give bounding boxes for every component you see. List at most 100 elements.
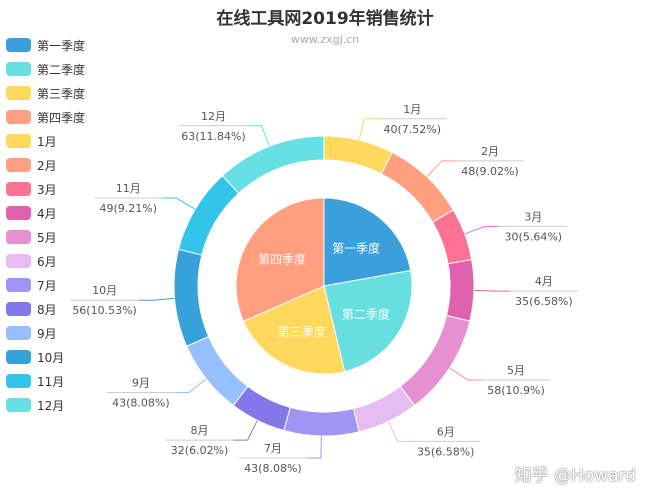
inner-slice-label: 第一季度 bbox=[332, 241, 380, 256]
legend-label: 12月 bbox=[37, 398, 65, 413]
legend-label: 第二季度 bbox=[37, 62, 86, 77]
inner-slice[interactable] bbox=[323, 269, 413, 373]
legend-swatch bbox=[6, 110, 31, 124]
label-leader-line bbox=[387, 421, 412, 442]
watermark: 知乎 @Howard bbox=[514, 466, 636, 486]
legend-swatch bbox=[6, 134, 31, 148]
legend-label: 2月 bbox=[37, 158, 57, 173]
legend-item[interactable]: 9月 bbox=[6, 321, 85, 345]
legend-label: 第一季度 bbox=[37, 38, 86, 53]
label-leader-line bbox=[306, 435, 322, 459]
legend-item[interactable]: 第四季度 bbox=[6, 105, 85, 129]
inner-slice-label: 第三季度 bbox=[278, 324, 326, 339]
legend-item[interactable]: 第一季度 bbox=[6, 33, 85, 57]
legend-swatch bbox=[6, 206, 31, 220]
legend-swatch bbox=[6, 38, 31, 52]
month-label: 9月 bbox=[132, 376, 150, 389]
legend-swatch bbox=[6, 62, 31, 76]
legend-item[interactable]: 8月 bbox=[6, 297, 85, 321]
outer-slice[interactable] bbox=[445, 258, 475, 322]
outer-slice[interactable] bbox=[380, 151, 454, 223]
value-label: 32(6.02%) bbox=[171, 444, 229, 457]
legend-swatch bbox=[6, 326, 31, 340]
month-label: 10月 bbox=[92, 284, 117, 297]
label-leader-line bbox=[426, 160, 456, 178]
outer-slice[interactable] bbox=[352, 385, 416, 433]
legend: 第一季度第二季度第三季度第四季度 1月 2月 3月 4月 5月 6月 7月 8月 9月 10月 11月… bbox=[6, 33, 85, 417]
month-label: 4月 bbox=[535, 275, 553, 288]
month-label: 8月 bbox=[191, 424, 209, 437]
legend-label: 7月 bbox=[37, 278, 57, 293]
value-label: 35(6.58%) bbox=[417, 445, 475, 458]
outer-slice[interactable] bbox=[173, 248, 210, 347]
legend-item[interactable]: 3月 bbox=[6, 177, 85, 201]
legend-label: 11月 bbox=[37, 374, 65, 389]
inner-slice-label: 第四季度 bbox=[258, 252, 306, 267]
value-label: 43(8.08%) bbox=[112, 396, 170, 409]
label-leader-line bbox=[233, 420, 258, 441]
legend-swatch bbox=[6, 230, 31, 244]
label-leader-line bbox=[449, 367, 482, 381]
legend-swatch bbox=[6, 302, 31, 316]
legend-label: 5月 bbox=[37, 230, 57, 245]
value-label: 40(7.52%) bbox=[383, 123, 441, 136]
value-label: 48(9.02%) bbox=[461, 165, 519, 178]
month-label: 6月 bbox=[437, 425, 455, 438]
outer-slice[interactable] bbox=[221, 135, 325, 195]
legend-item[interactable]: 11月 bbox=[6, 369, 85, 393]
outer-slice[interactable] bbox=[177, 174, 240, 256]
legend-label: 9月 bbox=[37, 326, 57, 341]
label-leader-line bbox=[473, 289, 510, 292]
legend-label: 3月 bbox=[37, 182, 57, 197]
legend-item[interactable]: 5月 bbox=[6, 225, 85, 249]
legend-swatch bbox=[6, 158, 31, 172]
legend-item[interactable]: 10月 bbox=[6, 345, 85, 369]
legend-label: 8月 bbox=[37, 302, 57, 317]
value-label: 43(8.08%) bbox=[244, 462, 302, 475]
legend-item[interactable]: 第二季度 bbox=[6, 57, 85, 81]
legend-swatch bbox=[6, 86, 31, 100]
month-label: 2月 bbox=[481, 145, 499, 158]
value-label: 30(5.64%) bbox=[505, 230, 563, 243]
legend-label: 4月 bbox=[37, 206, 57, 221]
chart-title: 在线工具网2019年销售统计 bbox=[216, 9, 434, 29]
label-leader-line bbox=[162, 197, 196, 210]
legend-item[interactable]: 第三季度 bbox=[6, 81, 85, 105]
legend-swatch bbox=[6, 278, 31, 292]
inner-slice[interactable] bbox=[235, 197, 325, 323]
outer-slice[interactable] bbox=[323, 135, 393, 175]
legend-swatch bbox=[6, 398, 31, 412]
label-leader-line bbox=[464, 225, 500, 235]
legend-label: 1月 bbox=[37, 134, 57, 149]
legend-label: 第四季度 bbox=[37, 110, 86, 125]
month-label: 12月 bbox=[201, 110, 226, 123]
legend-item[interactable]: 2月 bbox=[6, 153, 85, 177]
legend-label: 10月 bbox=[37, 350, 65, 365]
legend-item[interactable]: 6月 bbox=[6, 249, 85, 273]
month-label: 3月 bbox=[524, 210, 542, 223]
legend-swatch bbox=[6, 350, 31, 364]
label-leader-line bbox=[174, 378, 207, 393]
label-leader-line bbox=[358, 118, 379, 141]
value-label: 49(9.21%) bbox=[99, 202, 157, 215]
legend-swatch bbox=[6, 254, 31, 268]
legend-label: 第三季度 bbox=[37, 86, 86, 101]
outer-slice[interactable] bbox=[399, 314, 471, 407]
legend-swatch bbox=[6, 374, 31, 388]
value-label: 35(6.58%) bbox=[515, 295, 573, 308]
legend-item[interactable]: 4月 bbox=[6, 201, 85, 225]
value-label: 58(10.9%) bbox=[487, 384, 545, 397]
outer-slice[interactable] bbox=[283, 406, 360, 437]
inner-slice[interactable] bbox=[242, 285, 346, 375]
value-label: 56(10.53%) bbox=[72, 304, 137, 317]
legend-item[interactable]: 7月 bbox=[6, 273, 85, 297]
inner-slice-label: 第二季度 bbox=[342, 306, 390, 321]
legend-item[interactable]: 1月 bbox=[6, 129, 85, 153]
chart-subtitle: www.zxgj.cn bbox=[290, 33, 360, 46]
outer-slice[interactable] bbox=[185, 335, 249, 407]
legend-swatch bbox=[6, 182, 31, 196]
label-leader-line bbox=[247, 125, 270, 147]
legend-item[interactable]: 12月 bbox=[6, 393, 85, 417]
inner-slice[interactable] bbox=[323, 197, 412, 287]
